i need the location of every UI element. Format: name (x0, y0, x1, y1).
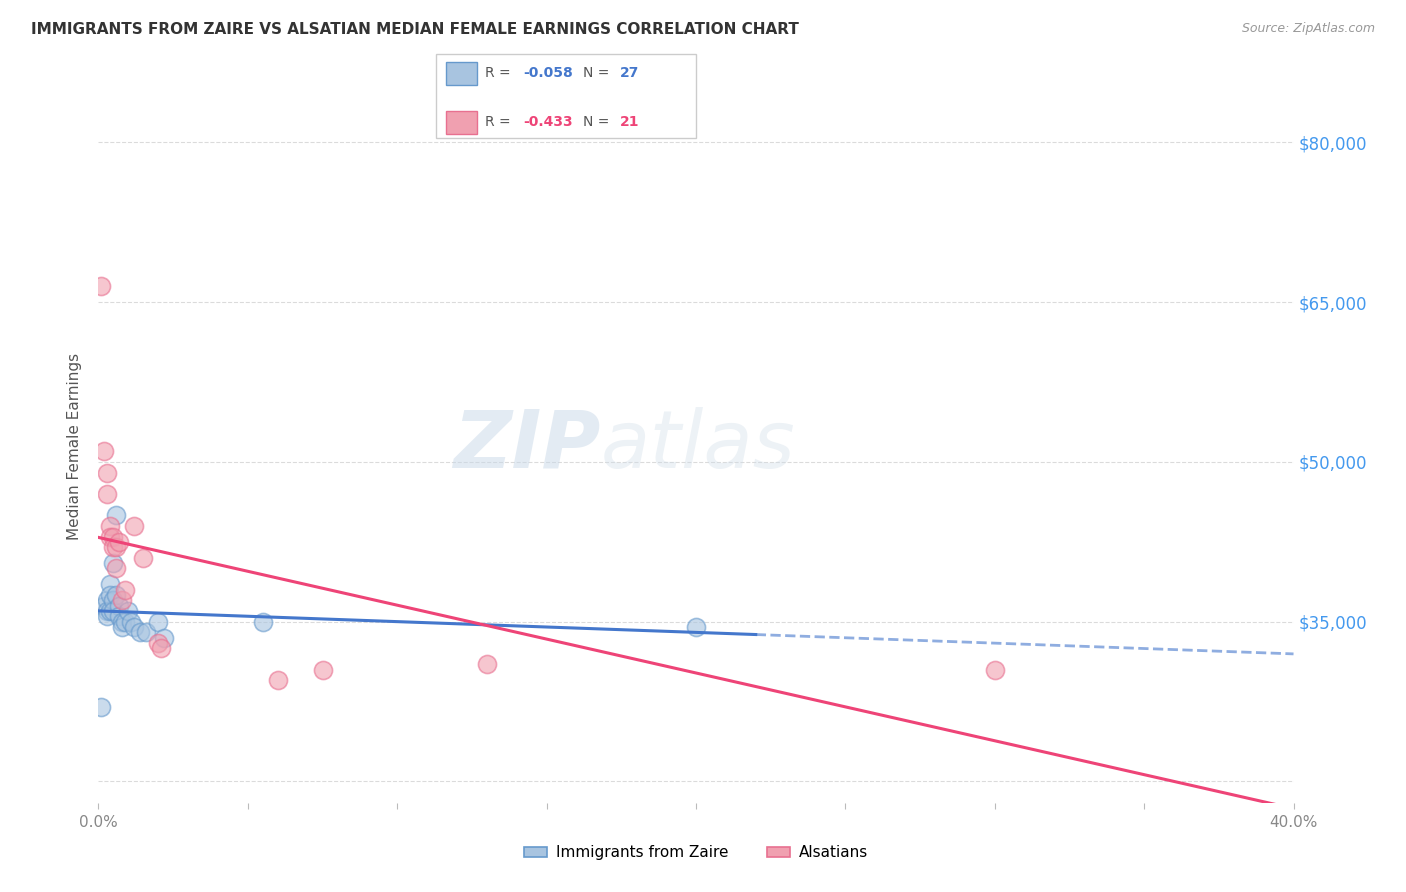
Point (135, 625, 157, 640)
Point (117, 604, 139, 618)
Point (96, 593, 118, 607)
Point (105, 561, 128, 575)
Text: IMMIGRANTS FROM ZAIRE VS ALSATIAN MEDIAN FEMALE EARNINGS CORRELATION CHART: IMMIGRANTS FROM ZAIRE VS ALSATIAN MEDIAN… (31, 22, 799, 37)
Text: -0.058: -0.058 (523, 66, 572, 80)
Point (311, 663, 333, 677)
Point (103, 540, 125, 554)
Text: -0.433: -0.433 (523, 115, 572, 129)
Point (98, 588, 122, 602)
Legend: Immigrants from Zaire, Alsatians: Immigrants from Zaire, Alsatians (517, 839, 875, 866)
Point (90, 279, 112, 293)
Point (111, 615, 134, 629)
Point (108, 534, 131, 549)
Text: R =: R = (485, 115, 515, 129)
Y-axis label: Median Female Earnings: Median Female Earnings (67, 352, 83, 540)
Point (108, 599, 131, 613)
Point (129, 625, 152, 640)
Point (685, 620, 707, 634)
Point (124, 519, 146, 533)
Point (93, 599, 115, 613)
Point (132, 550, 155, 565)
Text: N =: N = (583, 115, 614, 129)
Point (96, 466, 118, 480)
Point (267, 673, 290, 688)
Point (105, 540, 128, 554)
Point (252, 615, 274, 629)
Point (148, 636, 170, 650)
Point (108, 609, 131, 624)
Point (103, 604, 125, 618)
Point (103, 529, 125, 543)
Point (96, 604, 118, 618)
Point (93, 444, 115, 458)
Point (111, 620, 134, 634)
Point (148, 615, 170, 629)
Point (98, 577, 122, 591)
Point (984, 663, 1007, 677)
Text: Source: ZipAtlas.com: Source: ZipAtlas.com (1241, 22, 1375, 36)
Point (103, 593, 125, 607)
Point (98, 519, 122, 533)
Point (98, 529, 122, 543)
Point (120, 615, 142, 629)
Point (114, 582, 136, 597)
Point (475, 657, 498, 672)
Text: N =: N = (583, 66, 614, 80)
Text: 27: 27 (620, 66, 640, 80)
Point (103, 556, 125, 570)
Point (90, 700, 112, 714)
Point (124, 620, 146, 634)
Text: R =: R = (485, 66, 515, 80)
Point (114, 615, 136, 629)
Point (105, 588, 128, 602)
Text: atlas: atlas (600, 407, 796, 485)
Point (153, 631, 176, 645)
Point (96, 487, 118, 501)
Point (96, 609, 118, 624)
Text: ZIP: ZIP (453, 407, 600, 485)
Point (111, 593, 134, 607)
Point (105, 508, 128, 523)
Point (98, 604, 122, 618)
Point (150, 641, 173, 656)
Text: 21: 21 (620, 115, 640, 129)
